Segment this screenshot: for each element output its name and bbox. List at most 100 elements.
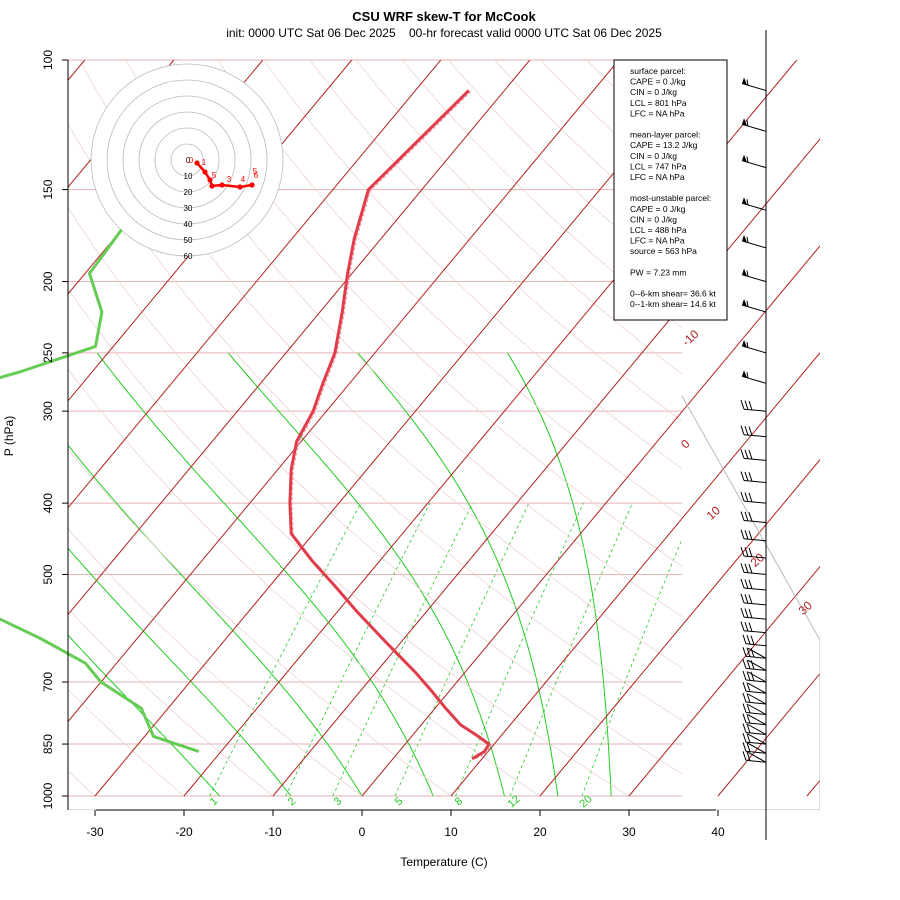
hodograph-trace-label: 5 — [253, 167, 258, 176]
hodograph-ring — [170, 143, 204, 177]
info-line: CAPE = 13.2 J/kg — [630, 140, 698, 150]
mixing-ratio-label: 1 — [208, 795, 221, 808]
isotherm-line — [628, 565, 820, 797]
y-tick-label: 700 — [41, 672, 55, 692]
barb-shaft — [743, 602, 767, 606]
barb-shaft — [745, 712, 767, 715]
chart-subtitle: init: 0000 UTC Sat 06 Dec 2025 00-hr for… — [226, 26, 662, 40]
wind-barb — [741, 370, 767, 384]
y-tick-label: 200 — [41, 271, 55, 291]
y-tick-label: 400 — [41, 493, 55, 513]
barb-feather — [740, 449, 745, 459]
dry-adiabat — [448, 60, 682, 283]
moist-adiabat — [68, 634, 220, 796]
chart-title: CSU WRF skew-T for McCook — [352, 9, 536, 24]
barb-shaft — [745, 667, 767, 671]
barb-shaft — [743, 587, 767, 591]
y-tick-label: 850 — [41, 734, 55, 754]
info-line: LFC = NA hPa — [630, 108, 685, 118]
mixing-ratio-label: 3 — [332, 795, 345, 808]
mixing-ratio-line — [394, 502, 530, 796]
wind-barbs — [740, 30, 767, 840]
y-tick-label: 250 — [41, 343, 55, 363]
barb-feather — [746, 733, 751, 743]
hodograph-ring-label: 0 — [186, 156, 191, 165]
x-tick-label: 0 — [359, 825, 366, 839]
hodograph-ring-label: 60 — [184, 252, 193, 261]
hodograph-trace-label: 3 — [227, 175, 232, 184]
wind-barb — [740, 578, 767, 591]
barb-shaft — [747, 647, 767, 659]
barb-feather — [742, 659, 747, 669]
mixing-ratio-line — [509, 502, 633, 796]
barb-feather — [746, 270, 749, 277]
barb-feather — [744, 400, 749, 410]
mixing-ratio-line — [332, 502, 473, 796]
y-axis-label: P (hPa) — [2, 416, 16, 456]
isotherm-label: 50 — [818, 772, 838, 792]
hodograph-ring-label: 40 — [184, 220, 193, 229]
barb-shaft — [745, 679, 767, 683]
info-line: CAPE = 0 J/kg — [630, 204, 686, 214]
isotherm-line — [272, 138, 820, 797]
wind-barb — [740, 491, 767, 504]
barb-feather — [740, 593, 745, 604]
mixing-ratio-line — [209, 502, 362, 796]
barb-feather — [740, 491, 745, 502]
barb-feather — [748, 472, 753, 482]
barb-shaft — [745, 759, 767, 763]
x-tick-label: -20 — [175, 825, 193, 839]
x-tick-label: -30 — [86, 825, 104, 839]
wind-barb — [740, 425, 767, 438]
y-tick-label: 100 — [41, 50, 55, 70]
barb-shaft — [745, 732, 767, 735]
info-line: LFC = NA hPa — [630, 172, 685, 182]
barb-shaft — [745, 701, 767, 705]
info-line: CIN = 0 J/kg — [630, 214, 677, 224]
wind-barb — [740, 400, 767, 412]
barb-shaft — [743, 520, 767, 523]
info-line: LCL = 488 hPa — [630, 225, 687, 235]
wind-barb — [742, 634, 767, 647]
barb-pennant — [742, 154, 747, 163]
barb-feather — [746, 659, 751, 669]
barb-shaft — [743, 434, 767, 438]
y-tick-label: 150 — [41, 179, 55, 199]
wind-barb — [741, 118, 767, 132]
hodograph-ring — [122, 95, 252, 225]
wind-barb — [741, 299, 767, 313]
wind-barb — [741, 197, 767, 211]
barb-feather — [748, 426, 753, 436]
barb-feather — [746, 236, 749, 243]
barb-feather — [740, 529, 745, 539]
dry-adiabat — [68, 608, 274, 796]
barb-feather — [750, 671, 755, 681]
barb-shaft — [747, 682, 767, 694]
mixing-ratio-label: 8 — [453, 795, 466, 808]
barb-shaft — [747, 714, 767, 726]
wind-barb — [742, 723, 767, 735]
barb-feather — [744, 547, 749, 557]
barb-shaft — [745, 690, 767, 694]
moist-adiabat — [68, 547, 292, 796]
isotherm-line — [806, 779, 820, 797]
hodograph-ring — [154, 127, 220, 193]
barb-feather — [744, 449, 749, 459]
barb-feather — [742, 723, 747, 733]
barb-feather — [742, 732, 747, 743]
barb-feather — [748, 608, 753, 619]
barb-feather — [748, 579, 753, 589]
barb-shaft — [743, 480, 767, 483]
isotherm-line — [68, 60, 442, 509]
barb-shaft — [745, 655, 767, 659]
barb-pennant — [742, 234, 747, 243]
hodograph-ring-label: 20 — [184, 188, 193, 197]
mixing-ratio-label: 5 — [393, 795, 406, 808]
info-line: surface parcel: — [630, 66, 686, 76]
info-line: LCL = 801 hPa — [630, 98, 687, 108]
dry-adiabat — [68, 448, 452, 796]
barb-feather — [746, 742, 751, 752]
barb-feather — [750, 660, 755, 670]
isotherm-line — [450, 352, 820, 797]
